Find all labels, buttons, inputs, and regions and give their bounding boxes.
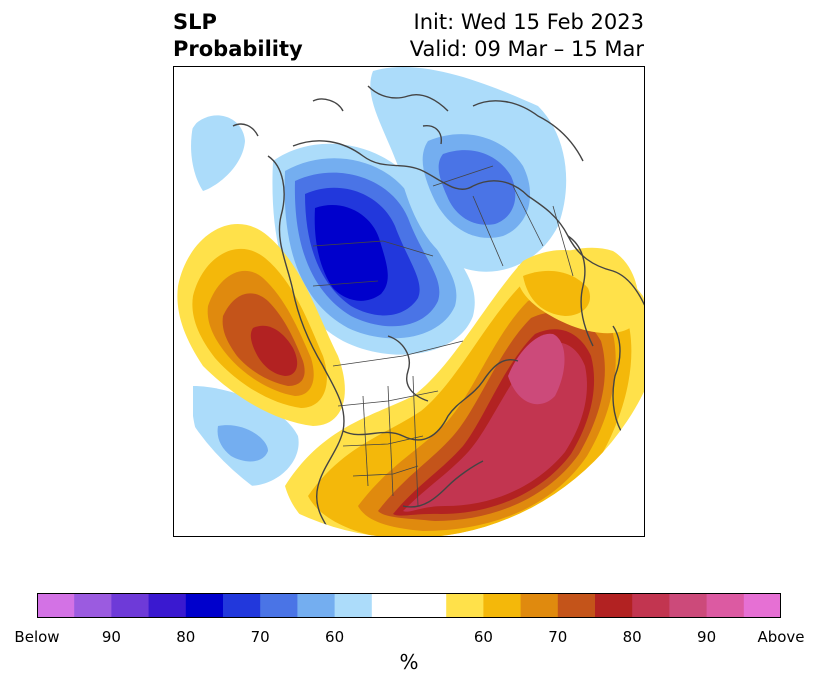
above-anomaly-pacific bbox=[177, 224, 345, 426]
colorbar-svg bbox=[37, 593, 782, 618]
colorbar-segment bbox=[409, 593, 447, 618]
colorbar-tick-label: 70 bbox=[250, 628, 270, 646]
colorbar-segment bbox=[483, 593, 522, 618]
init-date: Init: Wed 15 Feb 2023 bbox=[413, 10, 644, 34]
colorbar-segment bbox=[706, 593, 745, 618]
above-anomaly-europe-core bbox=[523, 270, 591, 316]
colorbar-segment bbox=[669, 593, 708, 618]
colorbar-tick-label: 60 bbox=[325, 628, 345, 646]
colorbar-segment bbox=[520, 593, 559, 618]
map-svg bbox=[173, 66, 645, 537]
colorbar-segment bbox=[632, 593, 670, 618]
colorbar-segment bbox=[223, 593, 261, 618]
colorbar-tick-label: 90 bbox=[101, 628, 121, 646]
title-right: Init: Wed 15 Feb 2023 Valid: 09 Mar – 15… bbox=[410, 9, 644, 63]
colorbar-segment bbox=[260, 593, 298, 618]
colorbar-tick-label: 80 bbox=[176, 628, 196, 646]
colorbar-segment bbox=[297, 593, 336, 618]
borders bbox=[312, 165, 574, 507]
title-variable: SLP bbox=[173, 10, 217, 34]
colorbar-tick-label: 70 bbox=[548, 628, 568, 646]
map-border bbox=[173, 66, 645, 537]
colorbar-tick-label: Below bbox=[14, 628, 60, 646]
colorbar-segment bbox=[334, 593, 373, 618]
colorbar-segment bbox=[595, 593, 633, 618]
colorbar-segment bbox=[37, 593, 75, 618]
below-anomaly-eurasia bbox=[370, 66, 567, 272]
title-product: Probability bbox=[173, 37, 303, 61]
colorbar-segment bbox=[74, 593, 112, 618]
colorbar-segment bbox=[111, 593, 150, 618]
valid-range: Valid: 09 Mar – 15 Mar bbox=[409, 37, 644, 61]
below-patch-pacific-core bbox=[217, 425, 268, 462]
colorbar-segment bbox=[371, 593, 410, 618]
colorbar-label: % bbox=[399, 650, 419, 674]
colorbar bbox=[37, 593, 782, 618]
colorbar-segment bbox=[185, 593, 224, 618]
title-left: SLP Probability bbox=[173, 9, 303, 63]
colorbar-tick-label: 60 bbox=[473, 628, 493, 646]
colorbar-segment bbox=[148, 593, 187, 618]
colorbar-tick-label: 80 bbox=[622, 628, 642, 646]
below-patch-north bbox=[191, 115, 245, 191]
colorbar-tick-label: Above bbox=[757, 628, 805, 646]
colorbar-border bbox=[37, 593, 781, 618]
colorbar-tick-label: 90 bbox=[697, 628, 717, 646]
coastlines bbox=[232, 85, 645, 537]
colorbar-segment bbox=[446, 593, 484, 618]
colorbar-segment bbox=[557, 593, 596, 618]
probability-map bbox=[173, 66, 645, 537]
colorbar-segment bbox=[743, 593, 782, 618]
